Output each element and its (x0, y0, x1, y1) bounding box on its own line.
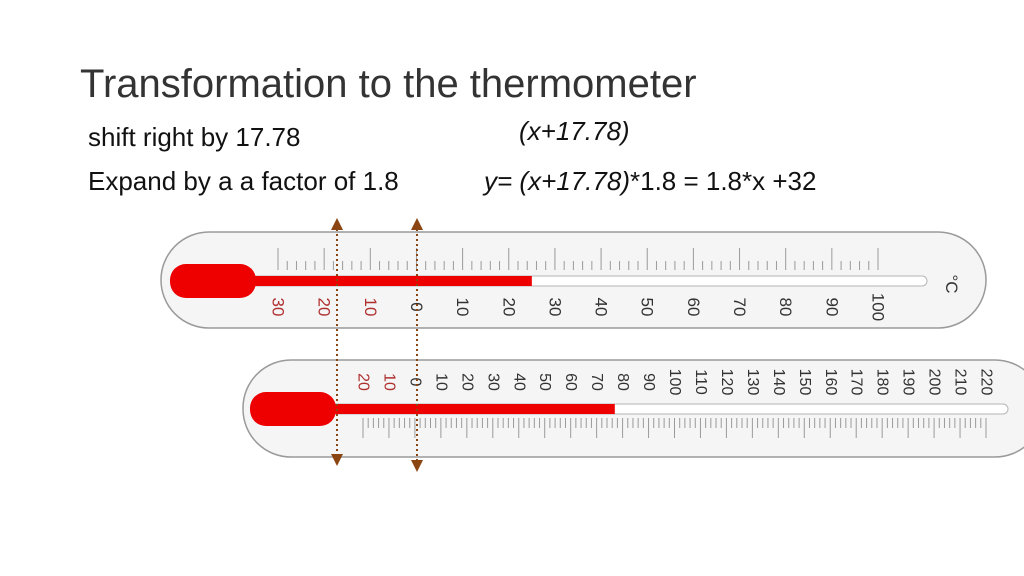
fahrenheit-label: 70 (588, 373, 605, 391)
fahrenheit-label: 80 (614, 373, 631, 391)
fahrenheit-mercury-column (330, 404, 615, 414)
fahrenheit-label: 220 (978, 369, 995, 396)
celsius-bulb (170, 264, 256, 298)
fahrenheit-label: 30 (484, 373, 501, 391)
fahrenheit-bulb (250, 392, 336, 426)
shift-formula: (x+17.78) (519, 116, 630, 146)
fahrenheit-label: 20 (458, 373, 475, 391)
celsius-label: 40 (592, 298, 611, 317)
celsius-label: 50 (638, 298, 657, 317)
celsius-label: 30 (545, 298, 564, 317)
shift-text: shift right by 17.78 (88, 122, 301, 152)
expand-formula-italic: y= (x+17.78) (484, 166, 630, 196)
fahrenheit-label: 0 (406, 378, 423, 387)
fahrenheit-label: 130 (744, 369, 761, 396)
expand-formula: y= (x+17.78)*1.8 = 1.8*x +32 (484, 166, 816, 197)
fahrenheit-label: 180 (874, 369, 891, 396)
fahrenheit-negative-label: 20 (355, 373, 372, 391)
celsius-thermometer: 30 20 10 0 10 20 30 40 50 60 70 80 90 100 °C (160, 231, 987, 329)
fahrenheit-label: 60 (562, 373, 579, 391)
celsius-scale-ticks (277, 248, 879, 270)
expand-text: Expand by a a factor of 1.8 (88, 166, 399, 196)
celsius-label: 20 (499, 298, 518, 317)
celsius-label: 10 (453, 298, 472, 317)
fahrenheit-label: 100 (666, 369, 683, 396)
fahrenheit-label: 120 (718, 369, 735, 396)
celsius-label: 100 (869, 293, 888, 321)
fahrenheit-label: 170 (848, 369, 865, 396)
celsius-label: 70 (730, 298, 749, 317)
slide-title: Transformation to the thermometer (80, 62, 697, 106)
celsius-label: 80 (776, 298, 795, 317)
celsius-unit-label: °C (942, 274, 961, 293)
fahrenheit-label: 50 (536, 373, 553, 391)
celsius-label: 90 (822, 298, 841, 317)
fahrenheit-label: 200 (926, 369, 943, 396)
fahrenheit-scale-ticks (362, 418, 987, 438)
fahrenheit-label: 160 (822, 369, 839, 396)
celsius-negative-label: 30 (269, 298, 288, 317)
celsius-negative-label: 20 (315, 298, 334, 317)
fahrenheit-negative-label: 10 (380, 373, 397, 391)
celsius-label: 60 (684, 298, 703, 317)
fahrenheit-label: 150 (796, 369, 813, 396)
fahrenheit-label: 110 (692, 369, 709, 395)
fahrenheit-label: 40 (510, 373, 527, 391)
celsius-scale-labels: 30 20 10 0 10 20 30 40 50 60 70 80 90 100 (269, 293, 888, 321)
fahrenheit-label: 90 (640, 373, 657, 391)
celsius-negative-label: 10 (361, 298, 380, 317)
fahrenheit-label: 210 (952, 369, 969, 396)
celsius-mercury-column (243, 276, 532, 286)
fahrenheit-label: 10 (432, 373, 449, 391)
expand-formula-rest: *1.8 = 1.8*x +32 (629, 166, 817, 196)
fahrenheit-label: 190 (900, 369, 917, 396)
fahrenheit-thermometer: 20 10 0 10 20 30 40 50 60 70 80 90 100 110 120 130 140 15… (242, 359, 1024, 458)
fahrenheit-label: 140 (770, 369, 787, 396)
